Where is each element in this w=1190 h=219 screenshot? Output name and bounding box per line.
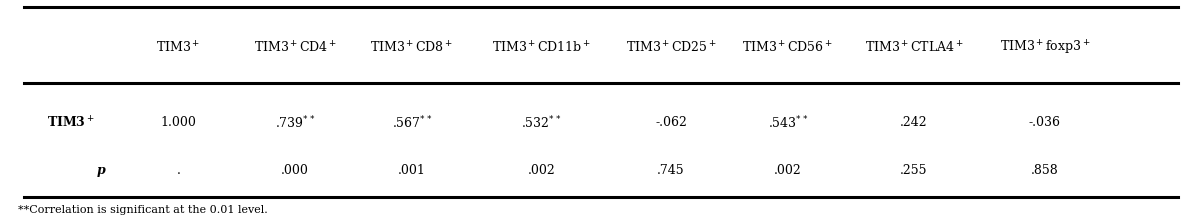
Text: .242: .242 (900, 116, 928, 129)
Text: 1.000: 1.000 (161, 116, 196, 129)
Text: **Correlation is significant at the 0.01 level.: **Correlation is significant at the 0.01… (18, 205, 268, 215)
Text: .001: .001 (397, 164, 426, 177)
Text: TIM3$^+$: TIM3$^+$ (48, 115, 95, 130)
Text: -.062: -.062 (656, 116, 687, 129)
Text: .002: .002 (774, 164, 802, 177)
Text: TIM3$^+$CD25$^+$: TIM3$^+$CD25$^+$ (626, 41, 716, 56)
Text: .: . (176, 164, 181, 177)
Text: .002: .002 (527, 164, 556, 177)
Text: TIM3$^+$CTLA4$^+$: TIM3$^+$CTLA4$^+$ (865, 41, 963, 56)
Text: .543$^{**}$: .543$^{**}$ (768, 114, 808, 131)
Text: TIM3$^+$CD56$^+$: TIM3$^+$CD56$^+$ (743, 41, 833, 56)
Text: -.036: -.036 (1029, 116, 1060, 129)
Text: TIM3$^+$CD4$^+$: TIM3$^+$CD4$^+$ (253, 41, 337, 56)
Text: TIM3$^+$CD8$^+$: TIM3$^+$CD8$^+$ (370, 41, 453, 56)
Text: .567$^{**}$: .567$^{**}$ (392, 114, 432, 131)
Text: TIM3$^+$: TIM3$^+$ (156, 41, 201, 56)
Text: TIM3$^+$foxp3$^+$: TIM3$^+$foxp3$^+$ (1000, 39, 1090, 57)
Text: .532$^{**}$: .532$^{**}$ (521, 114, 562, 131)
Text: .745: .745 (657, 164, 685, 177)
Text: .255: .255 (900, 164, 928, 177)
Text: .858: .858 (1031, 164, 1059, 177)
Text: .739$^{**}$: .739$^{**}$ (275, 114, 315, 131)
Text: TIM3$^+$CD11b$^+$: TIM3$^+$CD11b$^+$ (491, 41, 591, 56)
Text: .000: .000 (281, 164, 309, 177)
Text: p: p (96, 164, 106, 177)
